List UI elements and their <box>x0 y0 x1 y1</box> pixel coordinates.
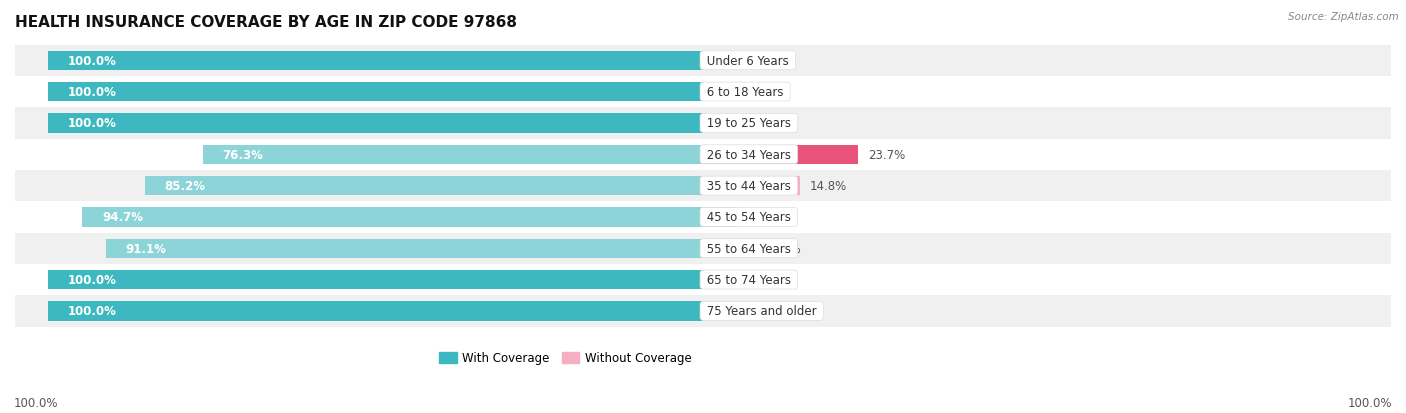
Text: 100.0%: 100.0% <box>67 305 117 318</box>
Bar <box>15 45 1406 77</box>
Bar <box>15 296 1406 327</box>
Text: 6 to 18 Years: 6 to 18 Years <box>703 86 787 99</box>
Bar <box>703 176 800 196</box>
Bar <box>703 239 761 258</box>
Bar <box>15 202 1406 233</box>
Text: 0.0%: 0.0% <box>716 117 745 130</box>
Text: 0.0%: 0.0% <box>716 305 745 318</box>
Text: 8.9%: 8.9% <box>770 242 801 255</box>
Bar <box>145 176 703 196</box>
Text: 55 to 64 Years: 55 to 64 Years <box>703 242 794 255</box>
Bar <box>48 114 703 133</box>
Bar <box>703 208 738 227</box>
Bar <box>48 51 703 71</box>
Text: 100.0%: 100.0% <box>67 86 117 99</box>
Bar <box>15 264 1406 296</box>
Text: 100.0%: 100.0% <box>67 117 117 130</box>
Legend: With Coverage, Without Coverage: With Coverage, Without Coverage <box>434 347 697 369</box>
Text: 0.0%: 0.0% <box>716 55 745 68</box>
Bar <box>15 108 1406 139</box>
Text: 100.0%: 100.0% <box>67 273 117 286</box>
Text: 76.3%: 76.3% <box>222 148 263 161</box>
Text: 100.0%: 100.0% <box>1347 396 1392 409</box>
Text: 5.3%: 5.3% <box>748 211 778 224</box>
Bar <box>202 145 703 164</box>
Text: 19 to 25 Years: 19 to 25 Years <box>703 117 794 130</box>
Text: 26 to 34 Years: 26 to 34 Years <box>703 148 794 161</box>
Text: 100.0%: 100.0% <box>67 55 117 68</box>
Text: 100.0%: 100.0% <box>14 396 59 409</box>
Bar <box>48 83 703 102</box>
Bar <box>15 233 1406 264</box>
Text: 91.1%: 91.1% <box>125 242 166 255</box>
Bar <box>48 301 703 321</box>
Bar <box>15 77 1406 108</box>
Bar <box>15 139 1406 171</box>
Text: 23.7%: 23.7% <box>868 148 905 161</box>
Text: Under 6 Years: Under 6 Years <box>703 55 793 68</box>
Text: 65 to 74 Years: 65 to 74 Years <box>703 273 794 286</box>
Bar <box>105 239 703 258</box>
Text: 94.7%: 94.7% <box>103 211 143 224</box>
Bar <box>83 208 703 227</box>
Text: HEALTH INSURANCE COVERAGE BY AGE IN ZIP CODE 97868: HEALTH INSURANCE COVERAGE BY AGE IN ZIP … <box>15 15 517 30</box>
Text: 0.0%: 0.0% <box>716 86 745 99</box>
Text: 0.0%: 0.0% <box>716 273 745 286</box>
Text: 75 Years and older: 75 Years and older <box>703 305 820 318</box>
Text: 85.2%: 85.2% <box>165 180 205 192</box>
Bar <box>703 145 858 164</box>
Text: 45 to 54 Years: 45 to 54 Years <box>703 211 794 224</box>
Bar <box>48 270 703 290</box>
Bar <box>15 171 1406 202</box>
Text: 14.8%: 14.8% <box>810 180 846 192</box>
Text: 35 to 44 Years: 35 to 44 Years <box>703 180 794 192</box>
Text: Source: ZipAtlas.com: Source: ZipAtlas.com <box>1288 12 1399 22</box>
